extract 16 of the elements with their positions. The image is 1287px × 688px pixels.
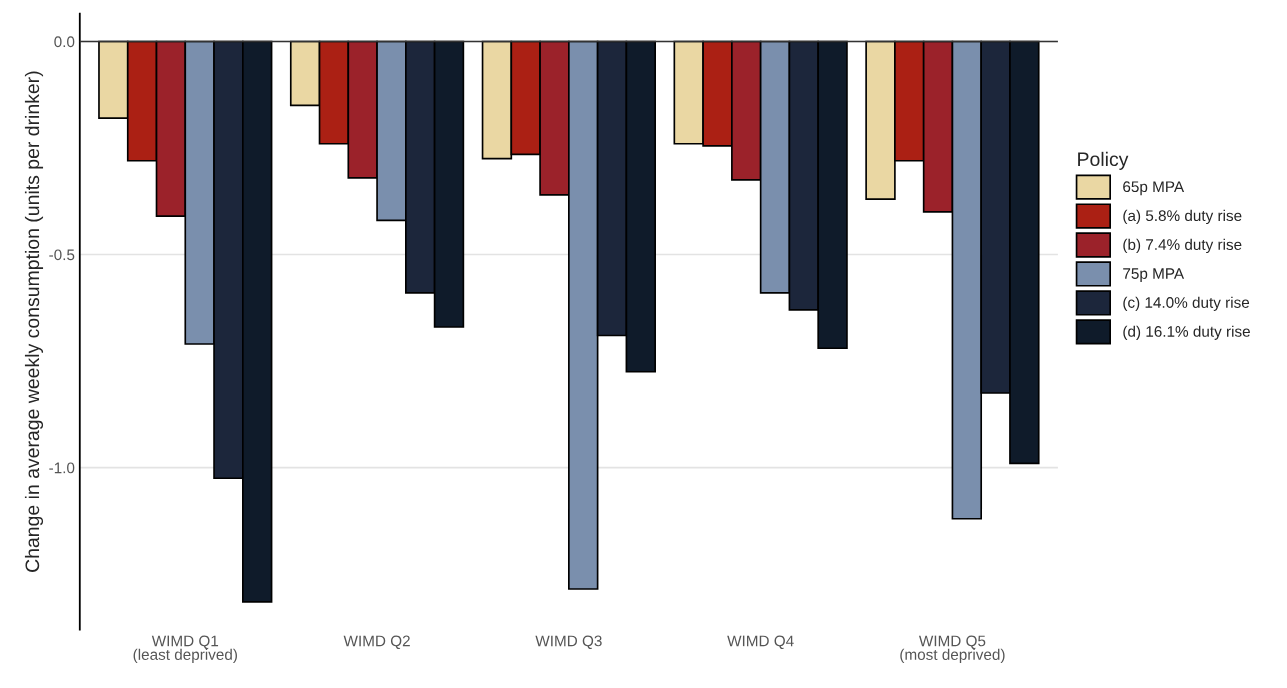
y-tick-label: -1.0 [49, 462, 75, 474]
y-tick-label: -0.5 [49, 249, 75, 261]
legend-label: (a) 5.8% duty rise [1123, 209, 1242, 225]
legend-label: (c) 14.0% duty rise [1123, 296, 1250, 311]
y-tick-label: 0.0 [54, 36, 75, 48]
x-tick-label: WIMD Q5 (most deprived) [900, 635, 1005, 664]
legend-label: 75p MPA [1123, 268, 1185, 282]
x-tick-label: WIMD Q4 [727, 635, 794, 650]
y-axis-title: Change in average weekly consumption (units per drinker) [24, 71, 44, 572]
x-tick-label: WIMD Q2 [343, 635, 410, 650]
legend-label: (b) 7.4% duty rise [1123, 238, 1242, 254]
x-tick-label: WIMD Q3 [535, 635, 602, 650]
x-tick-label: WIMD Q1 (least deprived) [133, 635, 237, 664]
legend-label: 65p MPA [1123, 181, 1185, 196]
legend-label: (d) 16.1% duty rise [1123, 325, 1250, 340]
legend-title: Policy [1078, 151, 1129, 170]
